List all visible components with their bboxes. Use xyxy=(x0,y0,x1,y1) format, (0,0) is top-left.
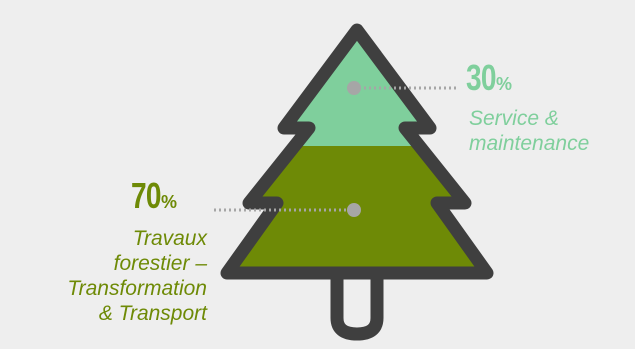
tree-trunk xyxy=(330,265,384,341)
marker-travaux xyxy=(347,203,361,217)
label-line: Service & xyxy=(469,107,559,130)
label-line: Travaux xyxy=(132,227,207,250)
label-travaux-forestier: Travaux forestier – Transformation & Tra… xyxy=(67,226,207,326)
label-line: forestier – xyxy=(113,252,207,275)
value-service-maintenance: 30% xyxy=(466,57,512,99)
value-number: 70 xyxy=(131,175,161,216)
value-travaux-forestier: 70% xyxy=(131,175,177,217)
label-line: Transformation xyxy=(67,277,207,300)
percent-sign: % xyxy=(161,192,177,212)
tree-outline xyxy=(220,23,494,280)
label-line: & Transport xyxy=(98,302,207,325)
value-number: 30 xyxy=(466,57,496,98)
label-line: maintenance xyxy=(469,132,590,155)
marker-service xyxy=(347,81,361,95)
percent-sign: % xyxy=(496,74,512,94)
label-service-maintenance: Service & maintenance xyxy=(469,106,589,156)
